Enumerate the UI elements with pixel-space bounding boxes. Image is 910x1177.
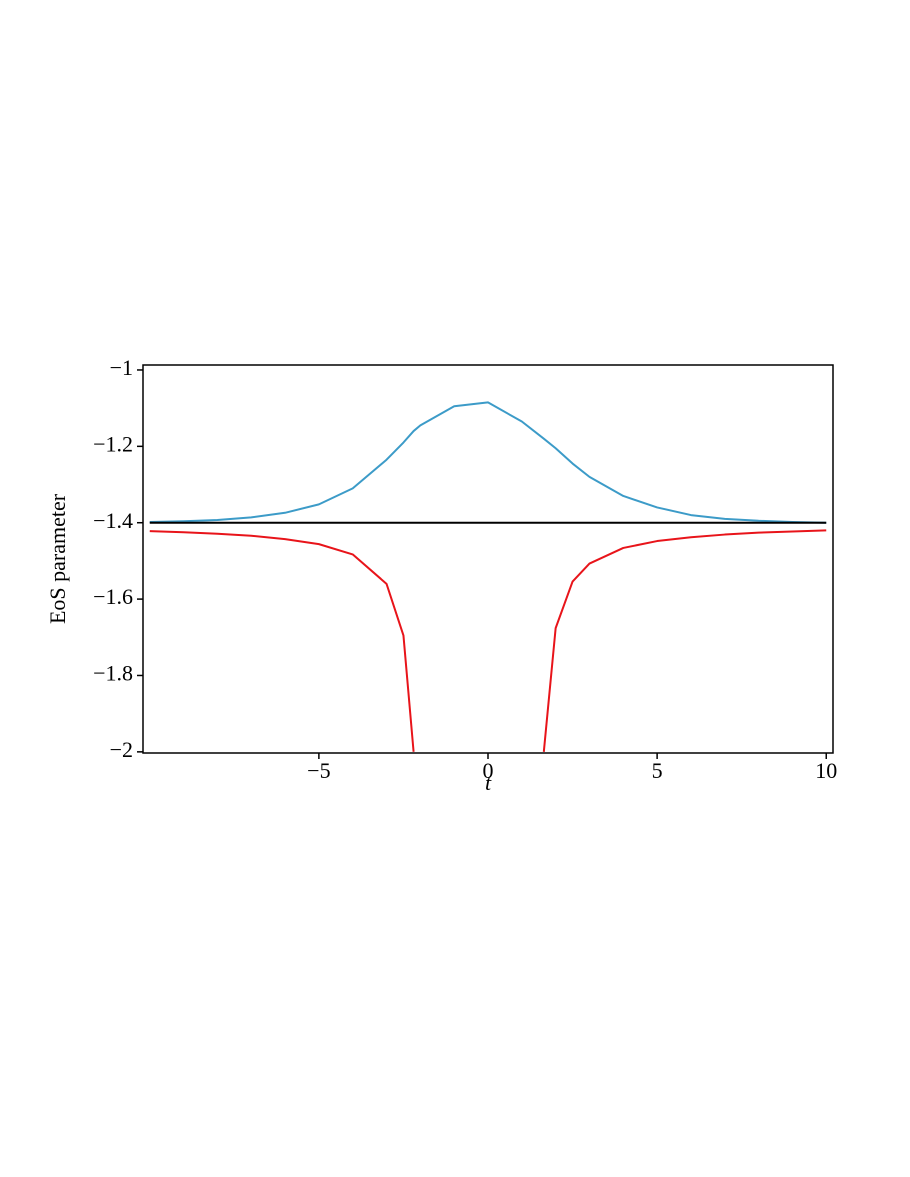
y-axis-label: EoS parameter bbox=[45, 493, 70, 624]
x-tick-label: 0 bbox=[483, 758, 494, 783]
x-tick-label: 10 bbox=[815, 758, 837, 783]
x-axis-label: t bbox=[485, 770, 492, 795]
y-tick-label: −2 bbox=[110, 737, 133, 762]
x-tick-label: 5 bbox=[652, 758, 663, 783]
line-series bbox=[149, 529, 827, 752]
y-tick-label: −1.2 bbox=[93, 431, 133, 456]
y-tick-label: −1.4 bbox=[93, 508, 133, 533]
plot-frame bbox=[142, 364, 834, 754]
line-series bbox=[149, 401, 827, 524]
x-tick-label: −5 bbox=[307, 758, 330, 783]
y-tick-label: −1 bbox=[110, 355, 133, 380]
y-tick-label: −1.6 bbox=[93, 584, 133, 609]
y-tick-label: −1.8 bbox=[93, 661, 133, 686]
